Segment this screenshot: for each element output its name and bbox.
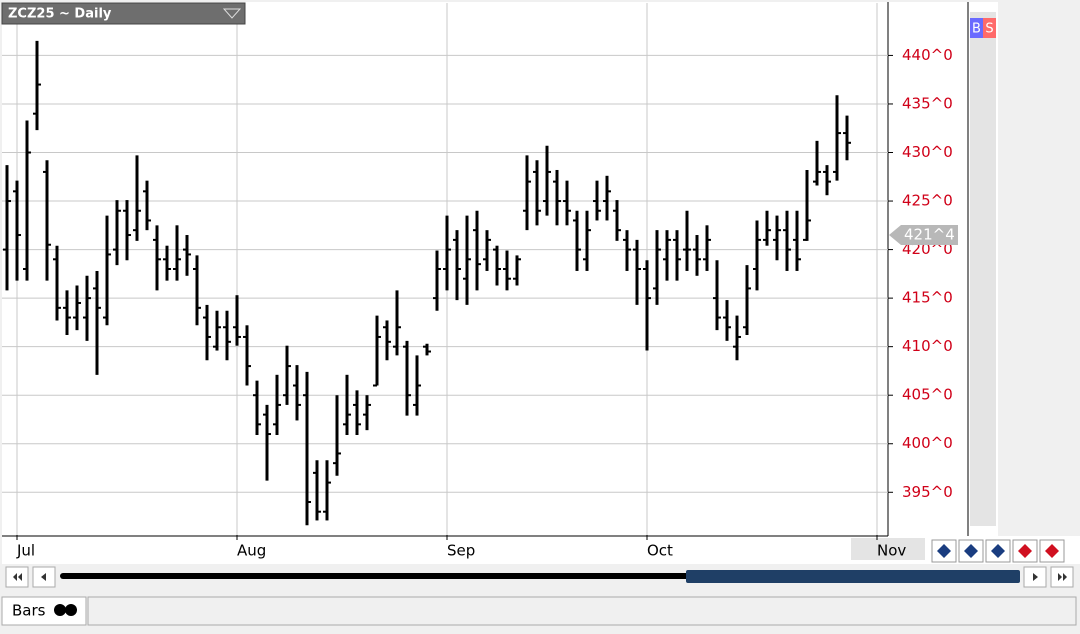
icon — [1018, 544, 1032, 558]
x-tick-label: Sep — [447, 542, 475, 560]
y-tick-label: 405^0 — [902, 386, 953, 404]
y-tick-label: 415^0 — [902, 289, 953, 307]
tab-icon — [65, 604, 77, 616]
x-tick-label: Nov — [877, 542, 906, 560]
y-tick-label: 435^0 — [902, 94, 953, 112]
status-bar — [87, 596, 1077, 626]
x-tick-label: Oct — [647, 542, 673, 560]
sell-label: S — [985, 22, 993, 37]
icon — [991, 544, 1005, 558]
order-column — [970, 12, 996, 526]
icon — [964, 544, 978, 558]
y-tick-label: 425^0 — [902, 192, 953, 210]
arrow-icons — [1033, 573, 1067, 581]
chart-title: ZCZ25 ~ Daily — [8, 7, 112, 22]
buy-label: B — [972, 22, 981, 37]
last-price-pointer — [889, 225, 958, 246]
sell-button[interactable] — [983, 18, 996, 38]
toolbar — [931, 539, 1065, 563]
arrow-icons — [13, 573, 46, 581]
icon — [937, 544, 951, 558]
last-price-label: 421^4 — [904, 226, 955, 244]
tab-icon — [54, 604, 66, 616]
y-tick-label: 440^0 — [902, 46, 953, 64]
x-tick-label: Jul — [16, 542, 35, 560]
tab-label: Bars — [12, 602, 46, 620]
scroll-thumb[interactable] — [686, 570, 1020, 583]
x-tick-label: Aug — [237, 542, 266, 560]
nov-box — [851, 538, 925, 560]
buy-button[interactable] — [970, 18, 983, 38]
y-tick-label: 395^0 — [902, 483, 953, 501]
icon — [1045, 544, 1059, 558]
y-tick-label: 430^0 — [902, 143, 953, 161]
y-tick-label: 410^0 — [902, 337, 953, 355]
dropdown-arrow[interactable] — [222, 8, 242, 19]
title-box[interactable] — [1, 2, 246, 25]
y-tick-label: 400^0 — [902, 434, 953, 452]
